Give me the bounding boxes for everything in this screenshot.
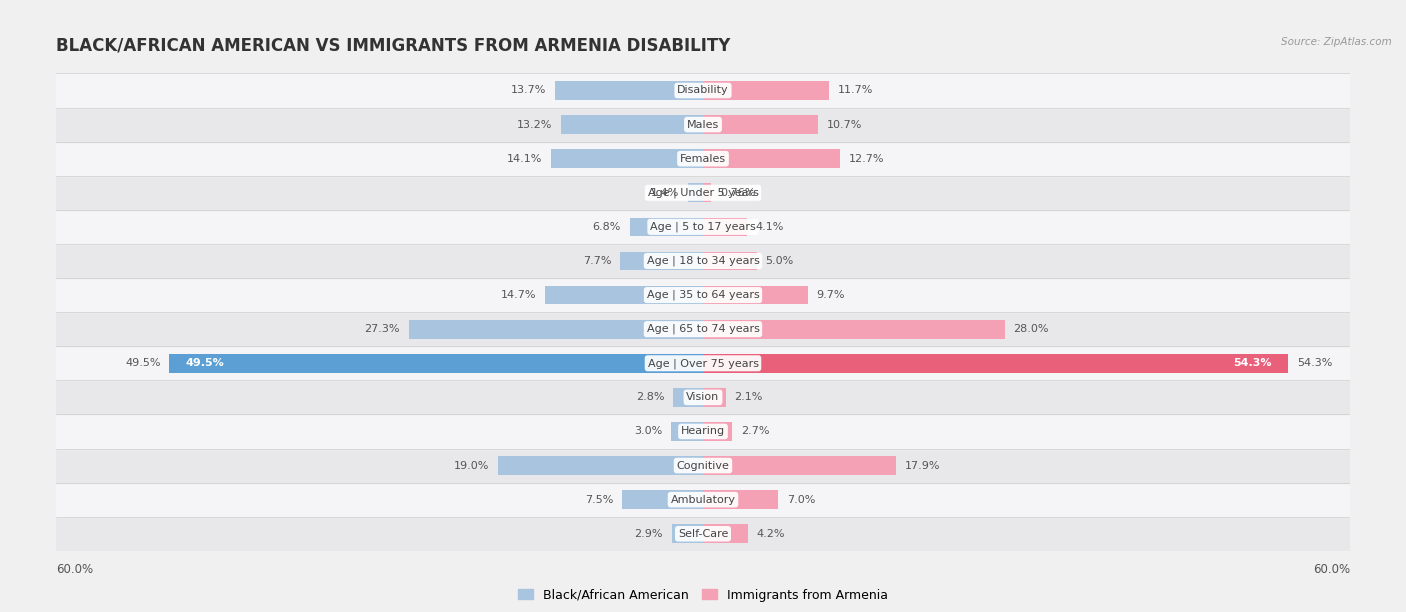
Text: 6.8%: 6.8% (593, 222, 621, 232)
Bar (56, 278, 1350, 312)
Text: 14.7%: 14.7% (501, 290, 536, 300)
Bar (544, 286, 703, 304)
Bar (56, 380, 1350, 414)
Bar (703, 456, 896, 475)
Text: 7.5%: 7.5% (585, 494, 613, 505)
Bar (56, 483, 1350, 517)
Bar (56, 346, 1350, 380)
Text: 14.1%: 14.1% (508, 154, 543, 163)
Text: Self-Care: Self-Care (678, 529, 728, 539)
Text: 3.0%: 3.0% (634, 427, 662, 436)
Text: 60.0%: 60.0% (1313, 562, 1350, 576)
Text: 2.8%: 2.8% (636, 392, 664, 402)
Bar (688, 184, 703, 202)
Bar (56, 449, 1350, 483)
Text: 2.9%: 2.9% (634, 529, 664, 539)
Text: 2.7%: 2.7% (741, 427, 769, 436)
Text: 54.3%: 54.3% (1296, 358, 1333, 368)
Bar (703, 217, 747, 236)
Text: 5.0%: 5.0% (765, 256, 794, 266)
Bar (703, 422, 733, 441)
Bar (561, 115, 703, 134)
Bar (621, 490, 703, 509)
Bar (673, 388, 703, 407)
Text: 17.9%: 17.9% (904, 461, 941, 471)
Bar (703, 286, 807, 304)
Text: Disability: Disability (678, 86, 728, 95)
Text: Females: Females (681, 154, 725, 163)
Bar (703, 115, 818, 134)
Text: Age | 65 to 74 years: Age | 65 to 74 years (647, 324, 759, 334)
Bar (703, 354, 1288, 373)
Text: Ambulatory: Ambulatory (671, 494, 735, 505)
Text: 7.7%: 7.7% (583, 256, 612, 266)
Text: Age | Under 5 years: Age | Under 5 years (648, 187, 758, 198)
Bar (672, 524, 703, 543)
Text: 49.5%: 49.5% (186, 358, 225, 368)
Text: Source: ZipAtlas.com: Source: ZipAtlas.com (1281, 37, 1392, 47)
Text: 4.1%: 4.1% (756, 222, 785, 232)
Text: Age | Over 75 years: Age | Over 75 years (648, 358, 758, 368)
Text: 19.0%: 19.0% (454, 461, 489, 471)
Text: Age | 18 to 34 years: Age | 18 to 34 years (647, 256, 759, 266)
Text: Age | 5 to 17 years: Age | 5 to 17 years (650, 222, 756, 232)
Text: 0.76%: 0.76% (720, 188, 755, 198)
Text: Age | 35 to 64 years: Age | 35 to 64 years (647, 290, 759, 300)
Bar (170, 354, 703, 373)
Bar (56, 176, 1350, 210)
Bar (703, 252, 756, 271)
Bar (555, 81, 703, 100)
Text: 54.3%: 54.3% (1233, 358, 1272, 368)
Bar (56, 141, 1350, 176)
Bar (620, 252, 703, 271)
Text: BLACK/AFRICAN AMERICAN VS IMMIGRANTS FROM ARMENIA DISABILITY: BLACK/AFRICAN AMERICAN VS IMMIGRANTS FRO… (56, 37, 731, 54)
Text: 9.7%: 9.7% (815, 290, 845, 300)
Text: 7.0%: 7.0% (787, 494, 815, 505)
Text: 11.7%: 11.7% (838, 86, 873, 95)
Legend: Black/African American, Immigrants from Armenia: Black/African American, Immigrants from … (513, 584, 893, 606)
Text: 60.0%: 60.0% (56, 562, 93, 576)
Text: 12.7%: 12.7% (849, 154, 884, 163)
Text: 1.4%: 1.4% (651, 188, 679, 198)
Text: 49.5%: 49.5% (125, 358, 160, 368)
Bar (703, 81, 830, 100)
Text: 10.7%: 10.7% (827, 119, 862, 130)
Text: 13.2%: 13.2% (517, 119, 553, 130)
Bar (56, 108, 1350, 141)
Bar (703, 149, 839, 168)
Bar (671, 422, 703, 441)
Text: 28.0%: 28.0% (1014, 324, 1049, 334)
Bar (703, 320, 1005, 338)
Bar (56, 414, 1350, 449)
Text: 27.3%: 27.3% (364, 324, 401, 334)
Bar (630, 217, 703, 236)
Bar (56, 312, 1350, 346)
Bar (703, 184, 711, 202)
Text: 4.2%: 4.2% (756, 529, 786, 539)
Text: 2.1%: 2.1% (734, 392, 762, 402)
Text: Vision: Vision (686, 392, 720, 402)
Bar (498, 456, 703, 475)
Text: Cognitive: Cognitive (676, 461, 730, 471)
Bar (56, 73, 1350, 108)
Text: Males: Males (688, 119, 718, 130)
Bar (56, 517, 1350, 551)
Bar (703, 388, 725, 407)
Bar (56, 244, 1350, 278)
Bar (551, 149, 703, 168)
Bar (703, 524, 748, 543)
Text: Hearing: Hearing (681, 427, 725, 436)
Text: 13.7%: 13.7% (512, 86, 547, 95)
Bar (409, 320, 703, 338)
Bar (56, 210, 1350, 244)
Bar (703, 490, 779, 509)
